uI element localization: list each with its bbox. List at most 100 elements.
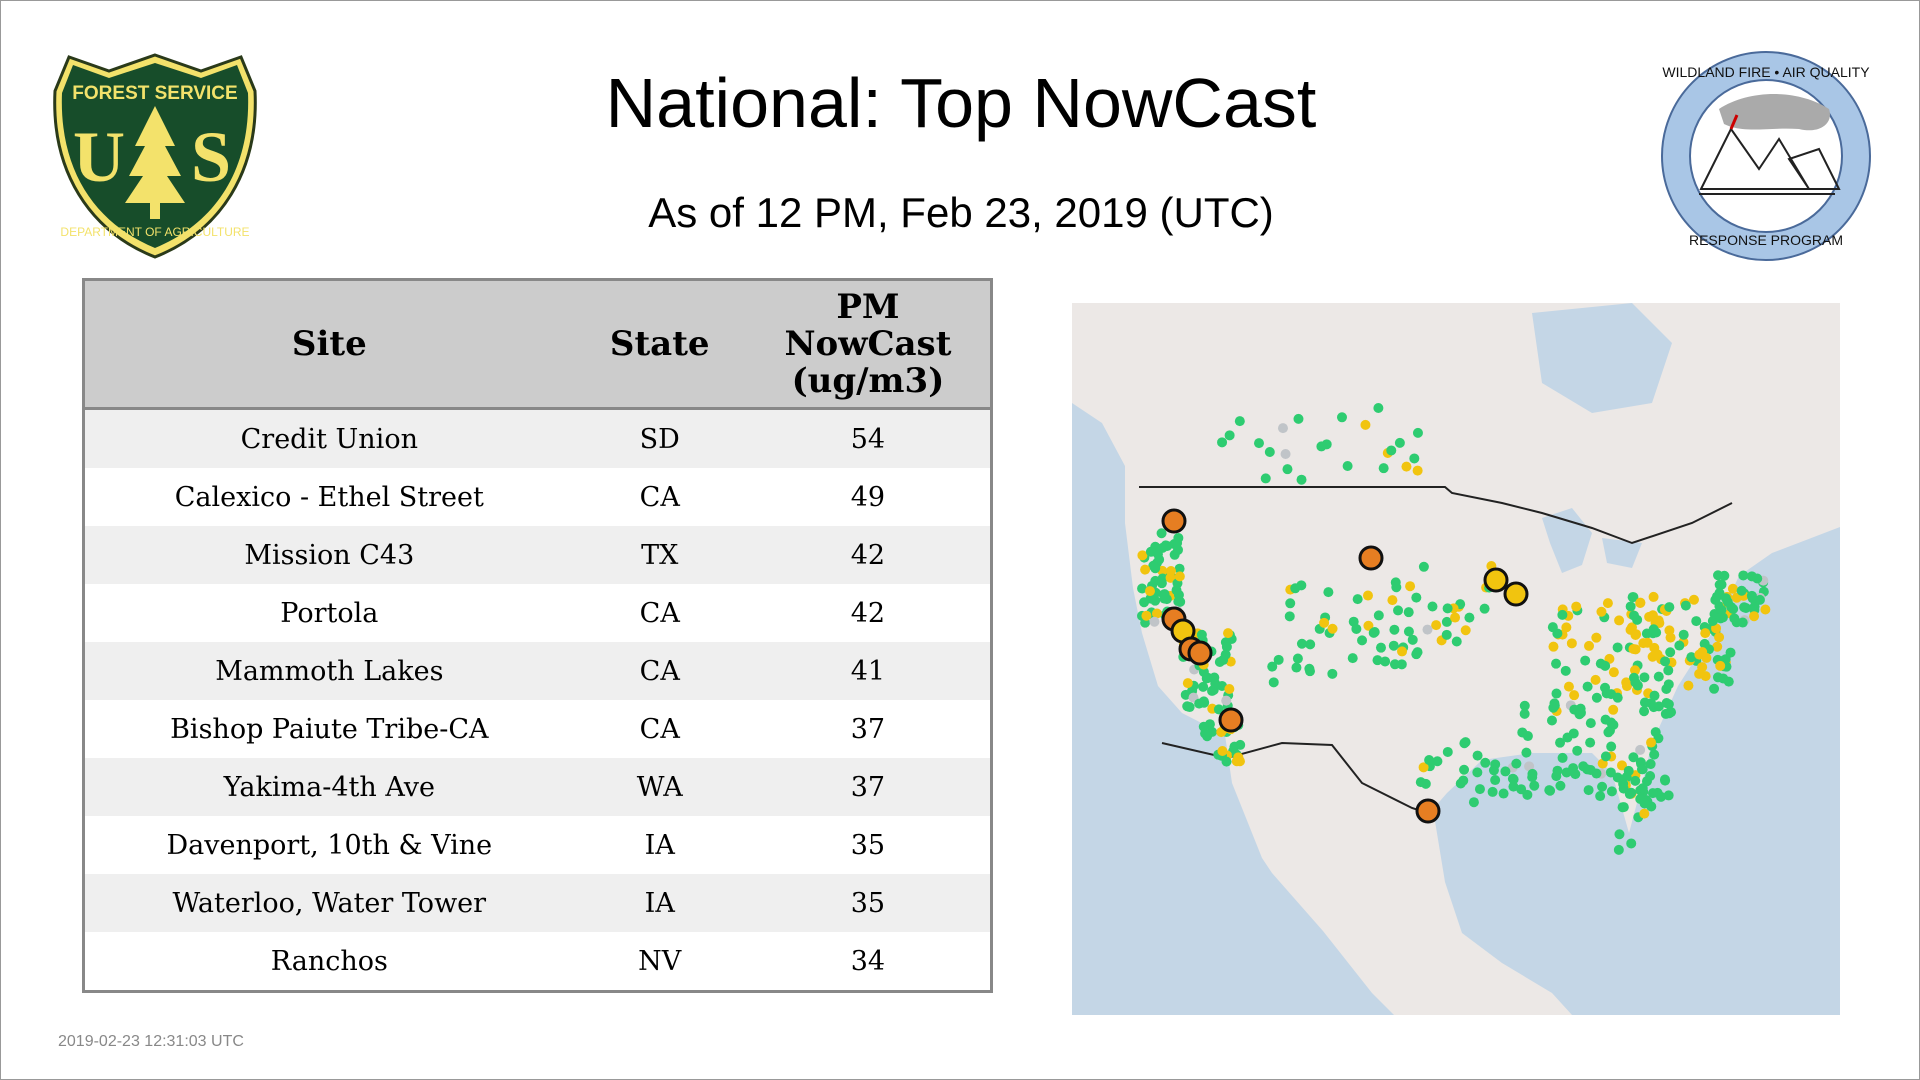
monitor-dot[interactable]: [1373, 403, 1384, 414]
monitor-dot[interactable]: [1660, 775, 1671, 786]
monitor-dot[interactable]: [1342, 461, 1353, 472]
table-row[interactable]: Mammoth Lakes CA 41: [83, 642, 992, 700]
monitor-dot[interactable]: [1688, 594, 1699, 605]
monitor-dot[interactable]: [1561, 622, 1572, 633]
monitor-dot[interactable]: [1390, 577, 1401, 588]
monitor-dot[interactable]: [1500, 766, 1511, 777]
monitor-dot[interactable]: [1583, 785, 1594, 796]
monitor-dot[interactable]: [1141, 610, 1152, 621]
monitor-dot[interactable]: [1524, 761, 1535, 772]
monitor-dot[interactable]: [1394, 437, 1405, 448]
monitor-dot[interactable]: [1389, 624, 1400, 635]
monitor-dot[interactable]: [1442, 746, 1453, 757]
monitor-dot[interactable]: [1280, 449, 1291, 460]
monitor-dot[interactable]: [1612, 642, 1623, 653]
monitor-dot[interactable]: [1292, 653, 1303, 664]
monitor-dot[interactable]: [1614, 615, 1625, 626]
monitor-dot[interactable]: [1267, 661, 1278, 672]
monitor-dot[interactable]: [1568, 728, 1579, 739]
monitor-dot[interactable]: [1319, 617, 1330, 628]
top-site-marker[interactable]: [1187, 640, 1213, 666]
monitor-dot[interactable]: [1584, 640, 1595, 651]
monitor-dot[interactable]: [1590, 674, 1601, 685]
monitor-dot[interactable]: [1352, 594, 1363, 605]
monitor-dot[interactable]: [1630, 775, 1641, 786]
monitor-dot[interactable]: [1638, 638, 1649, 649]
monitor-dot[interactable]: [1137, 583, 1148, 594]
monitor-dot[interactable]: [1722, 597, 1733, 608]
monitor-dot[interactable]: [1460, 625, 1471, 636]
monitor-dot[interactable]: [1663, 699, 1674, 710]
monitor-dot[interactable]: [1217, 746, 1228, 757]
monitor-dot[interactable]: [1660, 656, 1671, 667]
monitor-dot[interactable]: [1749, 611, 1760, 622]
monitor-dot[interactable]: [1606, 689, 1617, 700]
monitor-dot[interactable]: [1602, 598, 1613, 609]
monitor-dot[interactable]: [1224, 430, 1235, 441]
monitor-dot[interactable]: [1418, 561, 1429, 572]
monitor-dot[interactable]: [1458, 775, 1469, 786]
monitor-dot[interactable]: [1327, 668, 1338, 679]
monitor-dot[interactable]: [1714, 588, 1725, 599]
monitor-dot[interactable]: [1472, 750, 1483, 761]
monitor-dot[interactable]: [1260, 473, 1271, 484]
monitor-dot[interactable]: [1551, 658, 1562, 669]
monitor-dot[interactable]: [1580, 655, 1591, 666]
monitor-dot[interactable]: [1595, 791, 1606, 802]
monitor-dot[interactable]: [1198, 666, 1209, 677]
monitor-dot[interactable]: [1591, 692, 1602, 703]
monitor-dot[interactable]: [1411, 592, 1422, 603]
monitor-dot[interactable]: [1646, 737, 1657, 748]
monitor-dot[interactable]: [1653, 671, 1664, 682]
monitor-dot[interactable]: [1285, 598, 1296, 609]
monitor-dot[interactable]: [1393, 605, 1404, 616]
table-row[interactable]: Portola CA 42: [83, 584, 992, 642]
monitor-dot[interactable]: [1729, 613, 1740, 624]
monitor-dot[interactable]: [1284, 611, 1295, 622]
monitor-dot[interactable]: [1422, 624, 1433, 635]
monitor-dot[interactable]: [1569, 690, 1580, 701]
monitor-dot[interactable]: [1480, 757, 1491, 768]
monitor-dot[interactable]: [1578, 761, 1589, 772]
monitor-dot[interactable]: [1747, 593, 1758, 604]
monitor-dot[interactable]: [1472, 767, 1483, 778]
top-site-marker[interactable]: [1483, 567, 1509, 593]
monitor-dot[interactable]: [1760, 604, 1771, 615]
monitor-dot[interactable]: [1407, 634, 1418, 645]
monitor-dot[interactable]: [1225, 656, 1236, 667]
monitor-dot[interactable]: [1585, 718, 1596, 729]
monitor-dot[interactable]: [1174, 563, 1185, 574]
monitor-dot[interactable]: [1336, 412, 1347, 423]
monitor-dot[interactable]: [1221, 756, 1232, 767]
monitor-dot[interactable]: [1521, 747, 1532, 758]
monitor-dot[interactable]: [1738, 570, 1749, 581]
monitor-dot[interactable]: [1508, 781, 1519, 792]
monitor-dot[interactable]: [1628, 643, 1639, 654]
monitor-dot[interactable]: [1715, 660, 1726, 671]
monitor-dot[interactable]: [1529, 780, 1540, 791]
monitor-dot[interactable]: [1737, 617, 1748, 628]
monitor-dot[interactable]: [1432, 756, 1443, 767]
monitor-dot[interactable]: [1600, 660, 1611, 671]
monitor-dot[interactable]: [1606, 741, 1617, 752]
monitor-dot[interactable]: [1616, 760, 1627, 771]
monitor-dot[interactable]: [1629, 610, 1640, 621]
monitor-dot[interactable]: [1464, 612, 1475, 623]
monitor-dot[interactable]: [1740, 602, 1751, 613]
column-header-state[interactable]: State: [573, 279, 746, 410]
monitor-dot[interactable]: [1363, 620, 1374, 631]
monitor-dot[interactable]: [1231, 756, 1242, 767]
monitor-dot[interactable]: [1621, 677, 1632, 688]
monitor-dot[interactable]: [1373, 610, 1384, 621]
monitor-dot[interactable]: [1150, 563, 1161, 574]
monitor-dot[interactable]: [1596, 606, 1607, 617]
monitor-dot[interactable]: [1725, 647, 1736, 658]
monitor-dot[interactable]: [1173, 544, 1184, 555]
monitor-dot[interactable]: [1563, 681, 1574, 692]
monitor-dot[interactable]: [1548, 641, 1559, 652]
monitor-dot[interactable]: [1680, 600, 1691, 611]
monitor-dot[interactable]: [1291, 662, 1302, 673]
monitor-dot[interactable]: [1396, 659, 1407, 670]
top-site-marker[interactable]: [1358, 545, 1384, 571]
monitor-dot[interactable]: [1224, 683, 1235, 694]
